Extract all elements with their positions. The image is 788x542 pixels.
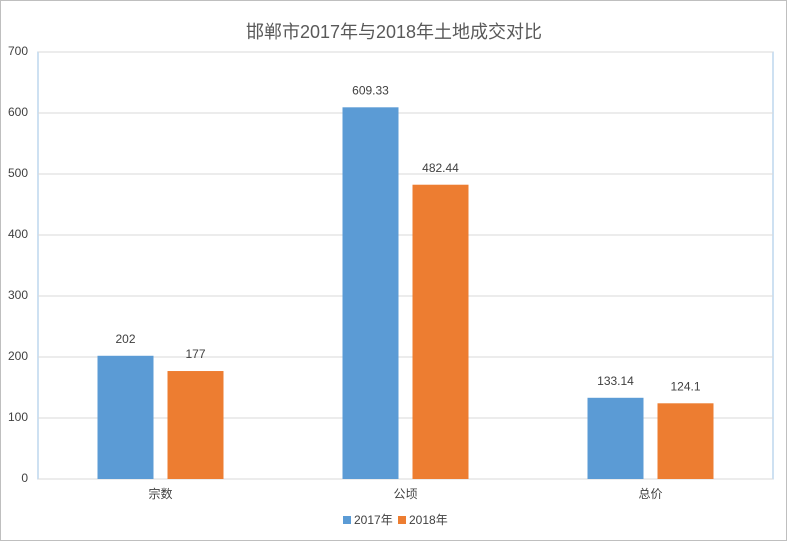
data-label: 609.33 <box>352 83 389 97</box>
x-tick-label: 总价 <box>638 487 662 501</box>
y-tick-label: 200 <box>8 349 28 363</box>
data-label: 133.14 <box>597 374 634 388</box>
y-tick-label: 600 <box>8 105 28 119</box>
bar <box>587 397 644 479</box>
x-tick-label: 宗数 <box>148 486 172 501</box>
data-label: 202 <box>115 332 135 346</box>
y-tick-label: 500 <box>8 166 28 180</box>
y-tick-label: 0 <box>21 471 28 485</box>
bar <box>342 107 399 479</box>
chart-title: 邯郸市2017年与2018年土地成交对比 <box>246 22 542 42</box>
data-label: 482.44 <box>422 161 459 175</box>
bar <box>412 184 469 479</box>
legend-swatch <box>343 516 351 524</box>
y-tick-label: 700 <box>8 44 28 58</box>
bar <box>97 355 154 479</box>
legend-swatch <box>398 516 406 524</box>
y-tick-label: 300 <box>8 288 28 302</box>
bar <box>657 403 714 479</box>
bar <box>167 371 224 479</box>
data-label: 177 <box>185 347 205 361</box>
y-tick-label: 400 <box>8 227 28 241</box>
x-tick-label: 公顷 <box>393 487 417 501</box>
y-tick-label: 100 <box>8 410 28 424</box>
legend-label: 2017年 <box>354 513 393 527</box>
data-label: 124.1 <box>670 379 700 393</box>
legend-label: 2018年 <box>409 513 448 527</box>
